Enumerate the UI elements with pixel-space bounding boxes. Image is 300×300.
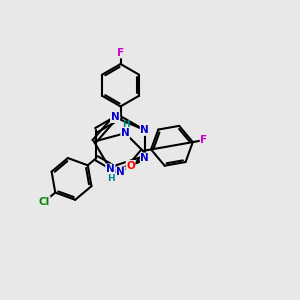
Text: O: O xyxy=(126,160,135,171)
Text: N: N xyxy=(111,112,120,122)
Text: Cl: Cl xyxy=(39,196,50,207)
Text: N: N xyxy=(106,164,115,174)
Text: N: N xyxy=(111,112,120,122)
Text: N: N xyxy=(140,153,149,163)
Text: N: N xyxy=(106,164,115,174)
Text: F: F xyxy=(117,48,124,58)
Text: H: H xyxy=(122,121,130,130)
Text: N: N xyxy=(140,125,149,135)
Text: N: N xyxy=(140,125,149,135)
Text: N: N xyxy=(116,167,125,177)
Text: F: F xyxy=(200,135,207,145)
Text: N: N xyxy=(121,128,130,138)
Text: H: H xyxy=(107,174,115,183)
